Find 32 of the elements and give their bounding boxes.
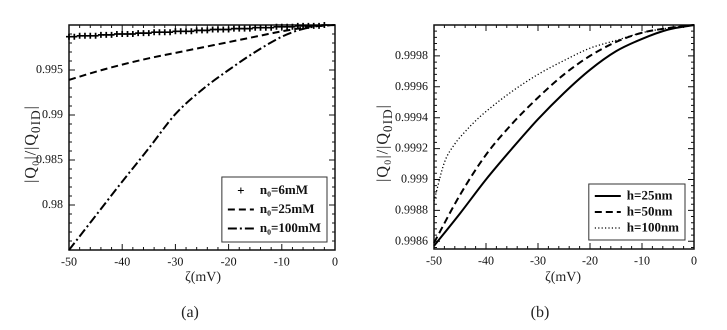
legend-label: n₀=25mM (260, 200, 315, 216)
legend-label: h=100nm (626, 219, 680, 234)
x-tick-label: -40 (478, 253, 494, 268)
x-axis-title: ζ(mV) (184, 270, 222, 285)
y-tick-label: 0.9994 (395, 110, 428, 124)
x-tick-label: -50 (426, 253, 442, 268)
x-tick-label: 0 (332, 254, 338, 268)
x-tick-label: -30 (530, 253, 546, 268)
text: (b) (530, 304, 550, 321)
x-tick-label: -50 (61, 254, 77, 268)
x-tick-label: -10 (634, 253, 650, 268)
y-tick-label: 0.9986 (395, 233, 428, 248)
y-tick-label: 0.9988 (395, 202, 428, 217)
x-axis-title: ζ(mV) (544, 270, 582, 285)
y-tick-label: 0.98 (42, 197, 63, 212)
y-tick-label: 0.9992 (395, 140, 428, 155)
y-tick-label: 0.9996 (395, 78, 428, 93)
y-tick-label: 0.9998 (395, 48, 428, 62)
x-tick-label: 0 (691, 253, 697, 268)
x-tick-label: -10 (274, 254, 290, 268)
legend-label: h=50nm (626, 203, 673, 218)
x-tick-label: -20 (220, 254, 237, 268)
text: (a) (181, 304, 199, 321)
legend-label: n₀=100mM (260, 220, 322, 235)
legend-label: h=25nm (626, 187, 673, 202)
x-tick-label: -30 (167, 254, 184, 268)
y-tick-label: 0.995 (36, 62, 63, 76)
x-tick-label: -40 (114, 254, 130, 268)
y-tick-label: 0.999 (401, 172, 428, 186)
legend-label: n₀=6mM (260, 182, 308, 197)
x-tick-label: -20 (582, 253, 598, 268)
y-tick-label: 0.99 (42, 107, 63, 122)
